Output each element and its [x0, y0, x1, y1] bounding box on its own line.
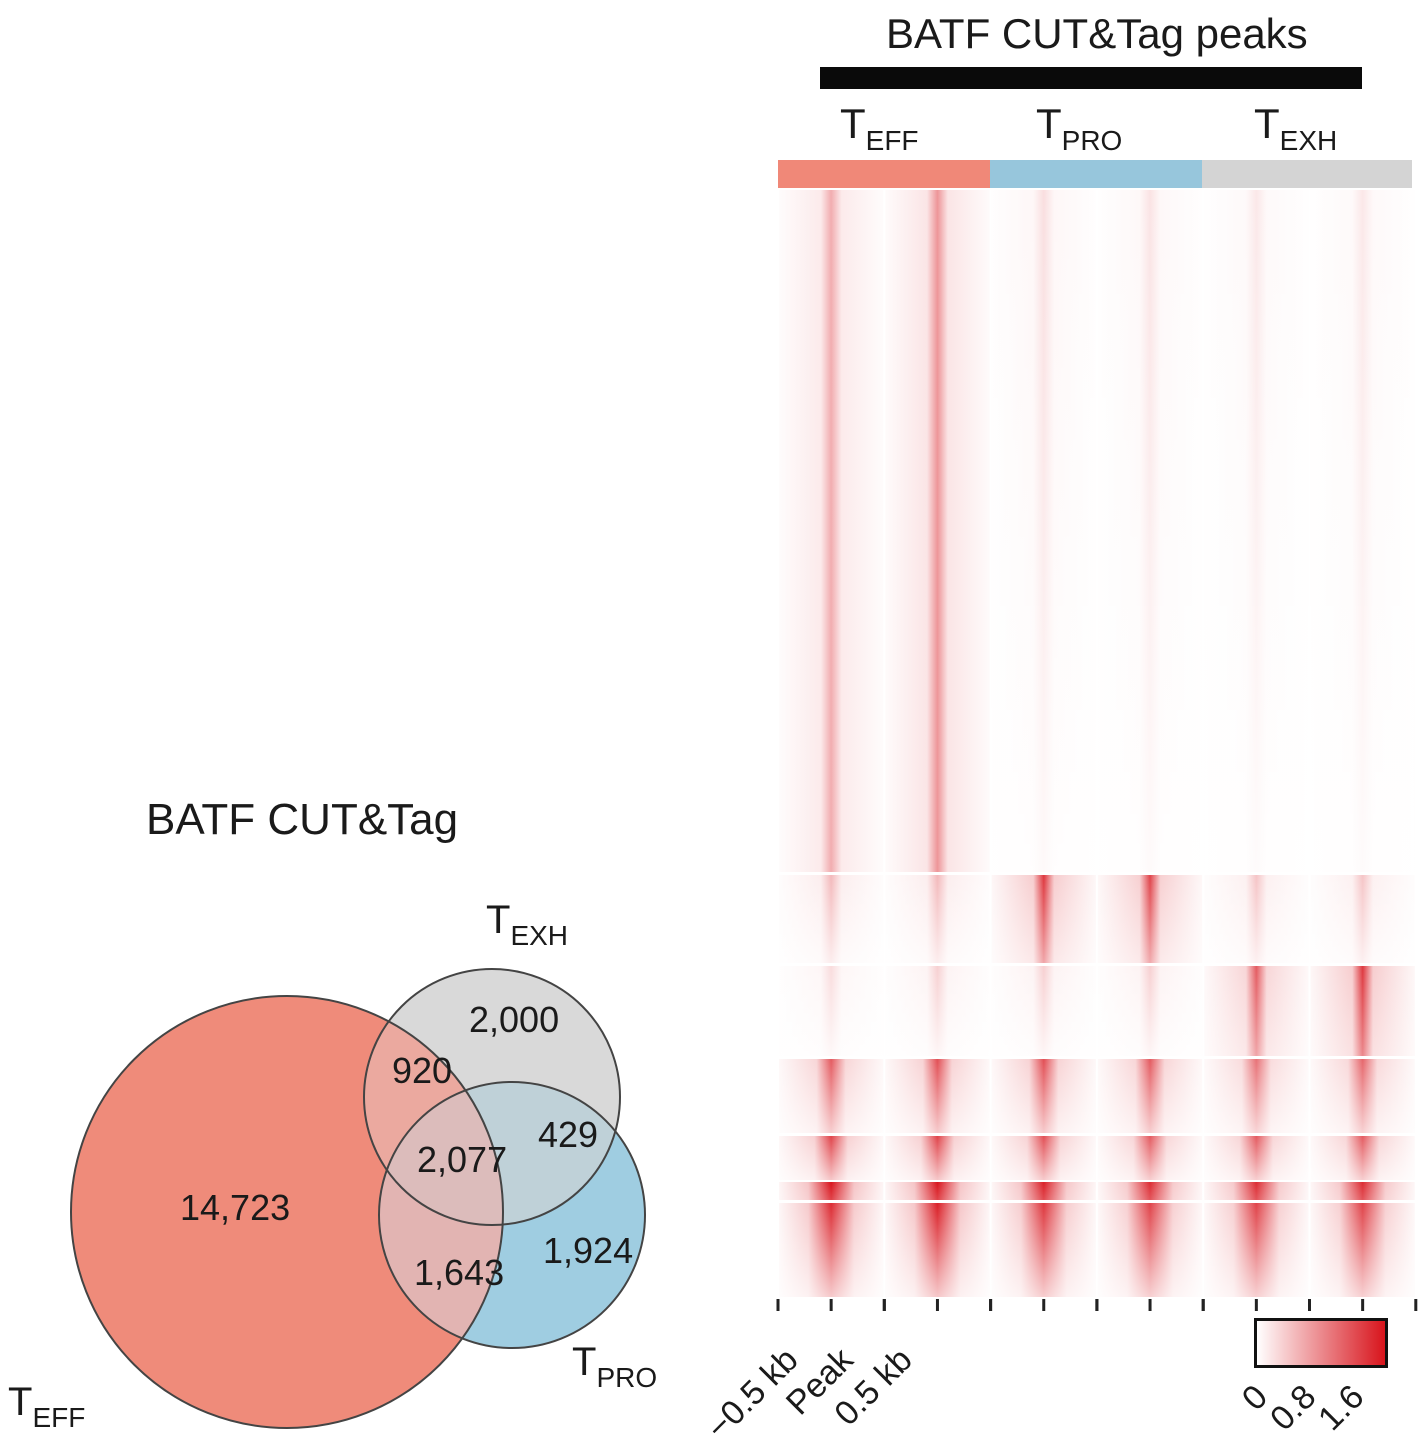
venn-title: BATF CUT&Tag — [146, 795, 459, 844]
heatmap-fade — [1310, 875, 1415, 963]
heatmap-fade — [1204, 966, 1309, 1056]
heatmap-fade — [1097, 1182, 1203, 1200]
group-bar-eff — [778, 160, 990, 188]
heatmap-fade — [885, 1182, 990, 1200]
heatmap-fade — [1097, 1059, 1203, 1133]
heatmap-fade — [991, 1203, 1096, 1297]
heatmap-fade — [779, 1059, 884, 1133]
venn-label-exh: TEXH — [486, 898, 569, 951]
venn-count-eff-only: 14,723 — [180, 1187, 291, 1228]
group-label-eff: TEFF — [840, 100, 919, 156]
heatmap-fade — [1097, 966, 1203, 1056]
group-label-exh: TEXH — [1254, 100, 1338, 156]
heatmap-fade — [779, 1136, 884, 1180]
heatmap-fade — [1097, 875, 1203, 963]
heatmap-fade — [1310, 1059, 1415, 1133]
heatmap-fade — [1097, 1203, 1203, 1297]
heatmap-fade — [991, 1136, 1096, 1180]
heatmap-fade — [885, 1059, 990, 1133]
group-bar-pro — [990, 160, 1202, 188]
heatmap-title: BATF CUT&Tag peaks — [886, 10, 1308, 57]
heatmap-fade — [779, 190, 884, 872]
heatmap-fade — [991, 875, 1096, 963]
heatmap-title-bar — [820, 67, 1362, 89]
heatmap-fade — [1204, 1203, 1309, 1297]
heatmap-fade — [885, 1136, 990, 1180]
heatmap-fade — [1204, 1182, 1309, 1200]
heatmap-fade — [1204, 1059, 1309, 1133]
venn-count-eff-exh: 920 — [392, 1050, 453, 1091]
heatmap-fade — [1204, 190, 1309, 872]
heatmap-fade — [1310, 1182, 1415, 1200]
venn-count-eff-pro: 1,643 — [414, 1252, 505, 1293]
heatmap-fade — [885, 1203, 990, 1297]
group-bar-exh — [1202, 160, 1412, 188]
heatmap-fade — [779, 1203, 884, 1297]
colorbar — [1254, 1318, 1388, 1368]
heatmap-fade — [991, 966, 1096, 1056]
heatmap-fade — [991, 1182, 1096, 1200]
venn-label-pro: TPRO — [572, 1340, 658, 1393]
group-label-pro: TPRO — [1036, 100, 1123, 156]
heatmap-fade — [991, 1059, 1096, 1133]
heatmap-fade — [885, 875, 990, 963]
heatmap-fade — [1310, 190, 1415, 872]
heatmap-fade — [1097, 1136, 1203, 1180]
venn-count-exh-pro: 429 — [538, 1114, 599, 1155]
venn-count-all: 2,077 — [417, 1139, 508, 1180]
heatmap-fade — [1204, 1136, 1309, 1180]
heatmap-fade — [1310, 1203, 1415, 1297]
heatmap-fade — [885, 190, 990, 872]
venn-label-eff: TEFF — [8, 1380, 86, 1433]
venn-count-exh-only: 2,000 — [469, 999, 560, 1040]
heatmap-fade — [779, 966, 884, 1056]
heatmap-fade — [885, 966, 990, 1056]
heatmap-fade — [1310, 1136, 1415, 1180]
heatmap-fade — [779, 875, 884, 963]
venn-count-pro-only: 1,924 — [543, 1230, 634, 1271]
heatmap-fade — [1310, 966, 1415, 1056]
heatmap-fade — [1097, 190, 1203, 872]
heatmap-fade — [991, 190, 1096, 872]
heatmap-fade — [1204, 875, 1309, 963]
heatmap-fade — [779, 1182, 884, 1200]
